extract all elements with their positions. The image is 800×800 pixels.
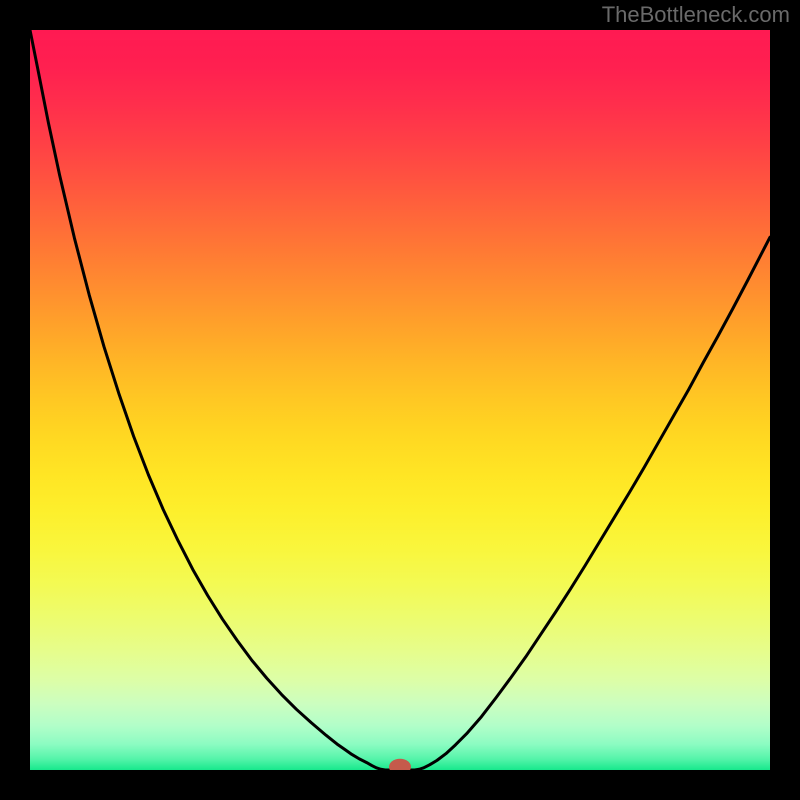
chart-background xyxy=(30,30,770,770)
chart-svg xyxy=(30,30,770,770)
plot-area xyxy=(30,30,770,770)
frame: TheBottleneck.com xyxy=(0,0,800,800)
watermark-text: TheBottleneck.com xyxy=(602,2,790,28)
